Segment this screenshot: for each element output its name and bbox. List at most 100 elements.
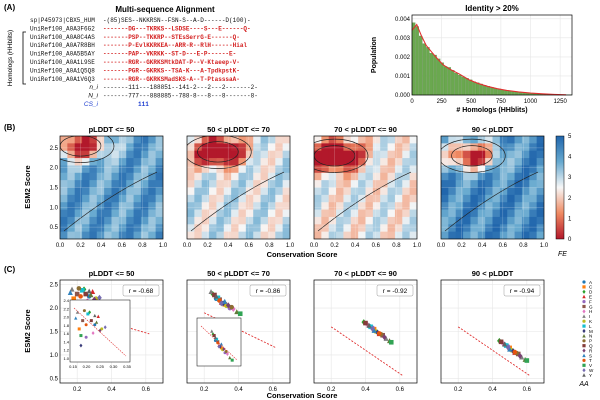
heatmap-cell xyxy=(365,202,374,210)
heatmap-cell xyxy=(67,136,76,144)
heatmap-cell xyxy=(126,187,134,196)
heatmap-cell xyxy=(402,209,411,218)
heatmap-cell xyxy=(201,224,210,233)
inset-ytick: 2.0 xyxy=(63,315,69,320)
heatmap-cell xyxy=(140,165,149,174)
heatmap-cell xyxy=(529,216,538,225)
heatmap-xtick: 0.8 xyxy=(138,243,147,249)
heatmap-cell xyxy=(380,158,388,166)
scatter-point xyxy=(582,368,586,373)
heatmap-cell xyxy=(521,143,530,152)
heatmap-cell xyxy=(74,209,83,218)
heatmap-cell xyxy=(470,216,479,225)
heatmap-cell xyxy=(387,187,396,196)
heatmap-cell xyxy=(89,180,98,188)
heatmap-cell xyxy=(470,187,479,196)
heatmap-cell xyxy=(477,158,486,166)
scatter-point xyxy=(582,348,586,353)
heatmap-cell xyxy=(82,136,90,144)
heatmap-cell xyxy=(118,216,127,225)
scatter-xtick: 0.2 xyxy=(327,387,336,393)
scatter-point xyxy=(222,347,226,352)
heatmap-cell xyxy=(67,172,76,181)
heatmap-xtick: 0.0 xyxy=(437,243,446,249)
heatmap-cell xyxy=(216,224,225,233)
heatmap-cell xyxy=(492,158,501,166)
heatmap-cell xyxy=(463,172,471,181)
heatmap-cell xyxy=(155,158,163,166)
heatmap-cell xyxy=(394,143,403,152)
msa-row-id: UniRef100_A0A1L9SE xyxy=(30,59,95,66)
heatmap-cell xyxy=(358,143,366,152)
heatmap-cell xyxy=(350,202,359,210)
heatmap-cell xyxy=(245,202,254,210)
heatmap-cell xyxy=(231,187,239,196)
heatmap-cell xyxy=(216,231,225,239)
msa-bracket xyxy=(22,31,26,85)
msa-row-id: UniRef100_A0A7R8BH xyxy=(30,42,95,49)
heatmap-cell xyxy=(133,136,142,144)
heatmap-cell xyxy=(267,187,276,196)
scatter-xtick: 0.4 xyxy=(361,387,370,393)
heatmap-cell xyxy=(111,150,120,159)
heatmap-cell xyxy=(470,143,479,152)
heatmap-cell xyxy=(409,172,417,181)
heatmap-cell xyxy=(194,187,203,196)
heatmap-cell xyxy=(96,224,105,233)
heatmap-cell xyxy=(455,209,464,218)
scatter-point xyxy=(582,280,586,284)
msa-row-seq: -------PSP--TKKRP--STEsSerrG-E------Q- xyxy=(103,34,240,41)
heatmap-cell xyxy=(231,209,239,218)
heatmap-cell xyxy=(133,224,142,233)
scatter-point xyxy=(582,300,586,304)
heatmap-xtick: 1.0 xyxy=(540,243,549,249)
heatmap-cell xyxy=(365,150,374,159)
heatmap-cell xyxy=(194,224,203,233)
heatmap-cell xyxy=(477,143,486,152)
heatmap-cell xyxy=(133,187,142,196)
heatmap-cell xyxy=(409,216,417,225)
heatmap-cell xyxy=(104,143,112,152)
heatmap-cell xyxy=(441,216,449,225)
heatmap-cell xyxy=(463,224,471,233)
heatmap-cell xyxy=(209,209,217,218)
heatmap-cell xyxy=(463,187,471,196)
heatmap-cell xyxy=(187,194,195,203)
heatmap-cell xyxy=(118,202,127,210)
colorbar-label: FE xyxy=(558,251,567,258)
heatmap-cell xyxy=(89,194,98,203)
heatmap-cell xyxy=(514,180,523,188)
heatmap-xtick: 0.2 xyxy=(330,243,339,249)
heatmap-cell xyxy=(282,202,290,210)
heatmap-cell xyxy=(336,165,344,174)
heatmap-cell xyxy=(201,180,210,188)
hist-xtick: 1000 xyxy=(524,99,538,105)
heatmap-contour xyxy=(451,145,493,167)
heatmap-cell xyxy=(394,165,403,174)
heatmap-cell xyxy=(402,231,411,239)
heatmap-xtick: 0.8 xyxy=(265,243,274,249)
heatmap-cell xyxy=(82,194,90,203)
legend-aa-label: V xyxy=(589,363,593,368)
colorbar-tick: 5 xyxy=(568,134,572,140)
heatmap-cell xyxy=(321,231,330,239)
heatmap-cell xyxy=(89,143,98,152)
heatmap-cell xyxy=(343,194,352,203)
heatmap-cell xyxy=(223,216,232,225)
heatmap-cell xyxy=(148,209,157,218)
hist-bar xyxy=(429,52,434,96)
heatmap-cell xyxy=(358,187,366,196)
heatmap-cell xyxy=(231,172,239,181)
heatmap-cell xyxy=(514,165,523,174)
heatmap-cell xyxy=(118,143,127,152)
heatmap-cell xyxy=(380,172,388,181)
heatmap-cell xyxy=(521,209,530,218)
scatter-r-box xyxy=(376,284,414,297)
scatter-xtick: 0.4 xyxy=(107,387,116,393)
heatmap-cell xyxy=(321,209,330,218)
heatmap-cell xyxy=(485,165,493,174)
heatmap-cell xyxy=(67,187,76,196)
heatmap-cell xyxy=(209,231,217,239)
legend-aa-label: E xyxy=(589,295,592,300)
heatmap-cell xyxy=(275,202,284,210)
